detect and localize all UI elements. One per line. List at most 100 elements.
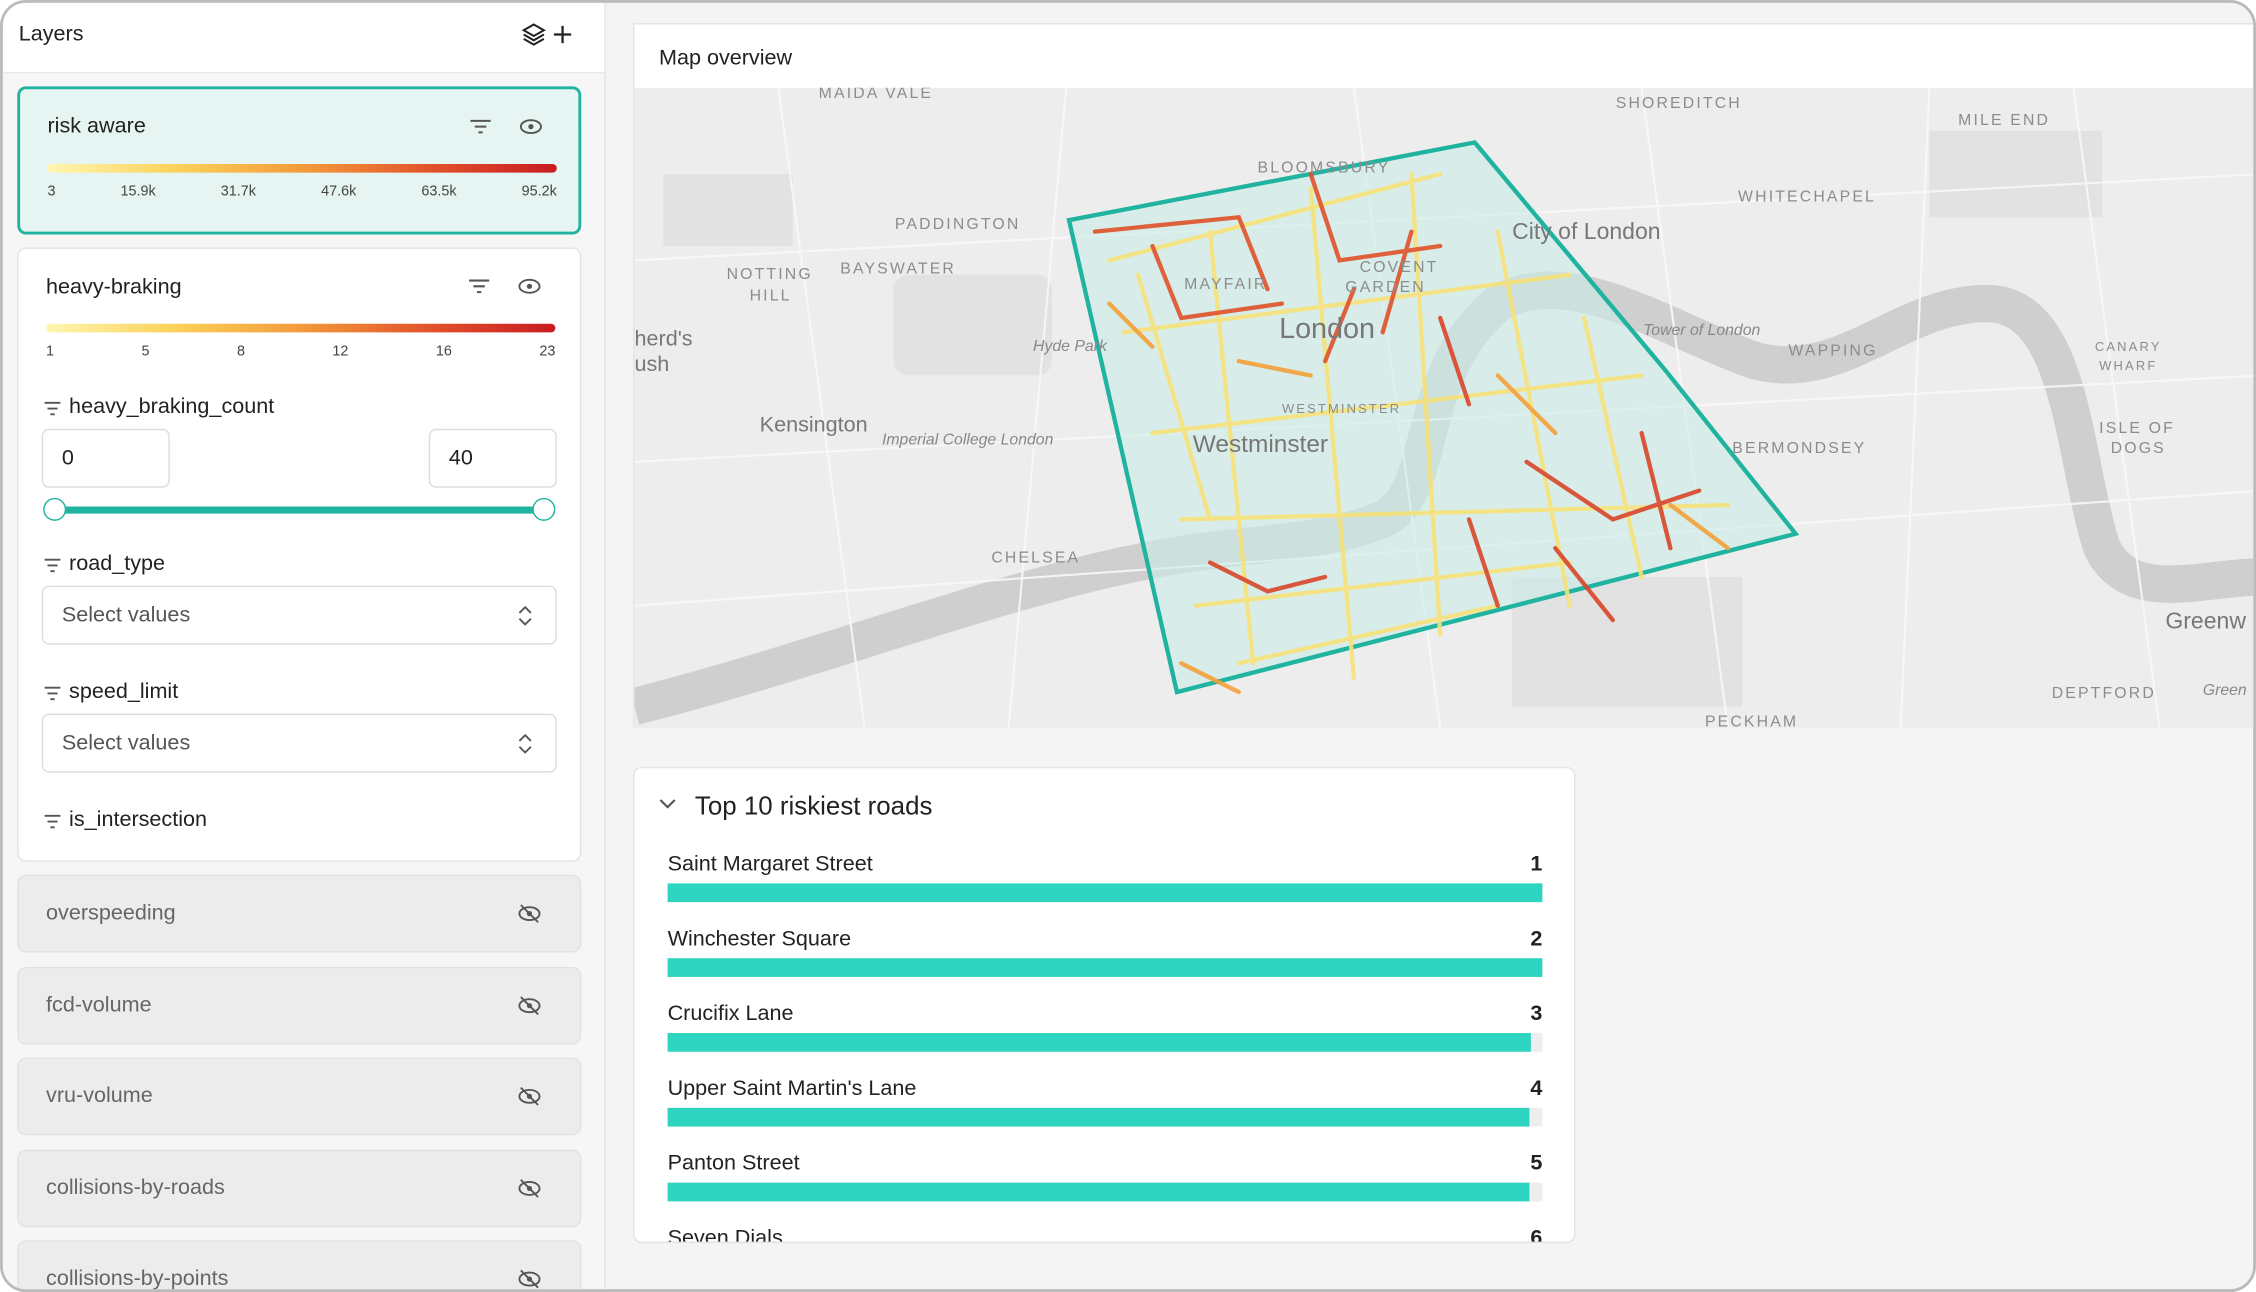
map-label: ush [635, 351, 670, 376]
collapse-icon[interactable] [659, 799, 676, 811]
hidden-layer-card[interactable]: fcd-volume [17, 966, 582, 1044]
road-name: Upper Saint Martin's Lane [667, 1076, 917, 1101]
filter-label: heavy_braking_count [43, 394, 275, 419]
legend-tick: 95.2k [521, 184, 557, 200]
eye-off-icon[interactable] [518, 1086, 541, 1106]
legend-gradient [46, 323, 556, 333]
map-label: CHELSEA [991, 550, 1080, 567]
range-max-input[interactable]: 40 [428, 428, 557, 488]
map-label: MILE END [1958, 112, 2050, 129]
map-label: NOTTING [727, 266, 813, 283]
bar [667, 1182, 1530, 1202]
legend-ticks: 3 15.9k 31.7k 47.6k 63.5k 95.2k [47, 184, 556, 200]
bar-track [667, 958, 1543, 977]
legend-tick: 16 [435, 343, 452, 360]
bar [667, 1033, 1531, 1052]
map-label: DOGS [2111, 440, 2166, 457]
bar-track [667, 1107, 1543, 1127]
filter-name: is_intersection [69, 807, 208, 832]
road-row: Upper Saint Martin's Lane 4 [667, 1076, 1543, 1151]
layer-actions[interactable] [466, 118, 567, 138]
roads-panel: Top 10 riskiest roads Saint Margaret Str… [633, 766, 1576, 1244]
road-rank: 2 [1530, 926, 1543, 952]
hidden-layer-card[interactable]: vru-volume [17, 1057, 582, 1136]
road-name: Seven Dials [667, 1225, 783, 1244]
legend-ticks: 1 5 8 12 16 23 [46, 344, 555, 360]
road-rank: 1 [1530, 851, 1543, 877]
legend-tick: 12 [332, 343, 349, 360]
filter-name: road_type [69, 551, 166, 576]
slider-handle[interactable] [43, 497, 67, 521]
eye-off-icon[interactable] [518, 1269, 541, 1289]
map-label: Kensington [760, 412, 868, 437]
legend-tick: 63.5k [421, 184, 457, 200]
hidden-layer-card[interactable]: collisions-by-roads [17, 1148, 582, 1227]
map-label: WESTMINSTER [1282, 401, 1401, 416]
map-label: Imperial College London [882, 432, 1054, 449]
map-label: WHARF [2099, 358, 2157, 373]
map-label: BAYSWATER [840, 260, 956, 277]
road-name: Panton Street [667, 1151, 800, 1176]
legend-tick: 8 [236, 343, 245, 360]
range-min-input[interactable]: 0 [41, 428, 170, 488]
layer-name: overspeeding [46, 900, 176, 926]
map-labels: MAIDA VALE SHOREDITCH MILE END BLOOMSBUR… [635, 88, 2247, 728]
road-rank: 6 [1530, 1225, 1543, 1244]
eye-off-icon[interactable] [518, 995, 541, 1015]
filter-label: is_intersection [43, 807, 208, 832]
map[interactable]: MAIDA VALE SHOREDITCH MILE END BLOOMSBUR… [634, 87, 2256, 729]
map-label: MAIDA VALE [819, 88, 933, 102]
filter-label: speed_limit [43, 679, 179, 704]
map-label: Green [2203, 682, 2247, 699]
road-name: Saint Margaret Street [667, 851, 873, 877]
map-label: DEPTFORD [2052, 685, 2156, 702]
map-label: London [1279, 313, 1375, 345]
slider-handle[interactable] [532, 497, 556, 521]
road-rank: 5 [1530, 1151, 1543, 1176]
road-name: Crucifix Lane [667, 1001, 794, 1026]
map-label: WHITECHAPEL [1738, 188, 1876, 205]
map-label: ISLE OF [2099, 420, 2175, 437]
eye-off-icon[interactable] [518, 904, 541, 924]
bar-track [667, 883, 1543, 903]
filter-name: heavy_braking_count [69, 394, 275, 419]
road-row: Crucifix Lane 3 [667, 1001, 1543, 1076]
map-label: COVENT [1360, 259, 1439, 276]
map-label: WAPPING [1788, 342, 1877, 359]
road-rank: 4 [1530, 1076, 1543, 1101]
bar [667, 1107, 1530, 1127]
layer-add-icon[interactable] [521, 22, 579, 48]
map-title: Map overview [658, 46, 793, 71]
layer-card[interactable]: heavy-braking 1 5 8 12 16 23 heavy_braking_co… [17, 247, 582, 862]
map-label: City of London [1512, 218, 1660, 244]
filter-name: speed_limit [69, 679, 179, 704]
layer-card[interactable]: risk aware 3 15.9k 31.7k 47.6k 63.5k 95.2k [17, 86, 582, 235]
map-label: herd's [635, 325, 693, 350]
map-label: BERMONDSEY [1732, 440, 1866, 457]
bar [667, 883, 1543, 903]
legend-tick: 15.9k [120, 184, 156, 200]
bar [667, 958, 1543, 977]
hidden-layer-card[interactable]: collisions-by-points [17, 1240, 582, 1291]
map-label: PECKHAM [1705, 714, 1798, 728]
map-label: MAYFAIR [1184, 276, 1267, 293]
legend-tick: 3 [47, 184, 56, 200]
layer-name: collisions-by-roads [46, 1174, 225, 1200]
map-label: HILL [750, 288, 792, 305]
layer-actions[interactable] [465, 278, 566, 298]
layer-name: risk aware [47, 113, 146, 139]
layer-name: collisions-by-points [46, 1266, 229, 1291]
sidebar-title: Layers [18, 21, 84, 47]
select[interactable]: Select values [41, 713, 557, 773]
select[interactable]: Select values [41, 585, 557, 645]
layer-name: heavy-braking [46, 274, 182, 300]
map-label: Greenw [2165, 608, 2246, 634]
legend-tick: 23 [539, 343, 556, 360]
eye-off-icon[interactable] [518, 1178, 541, 1198]
select-placeholder: Select values [61, 602, 191, 628]
hidden-layer-card[interactable]: overspeeding [17, 874, 582, 953]
bar-track [667, 1033, 1543, 1052]
select-placeholder: Select values [61, 730, 191, 756]
